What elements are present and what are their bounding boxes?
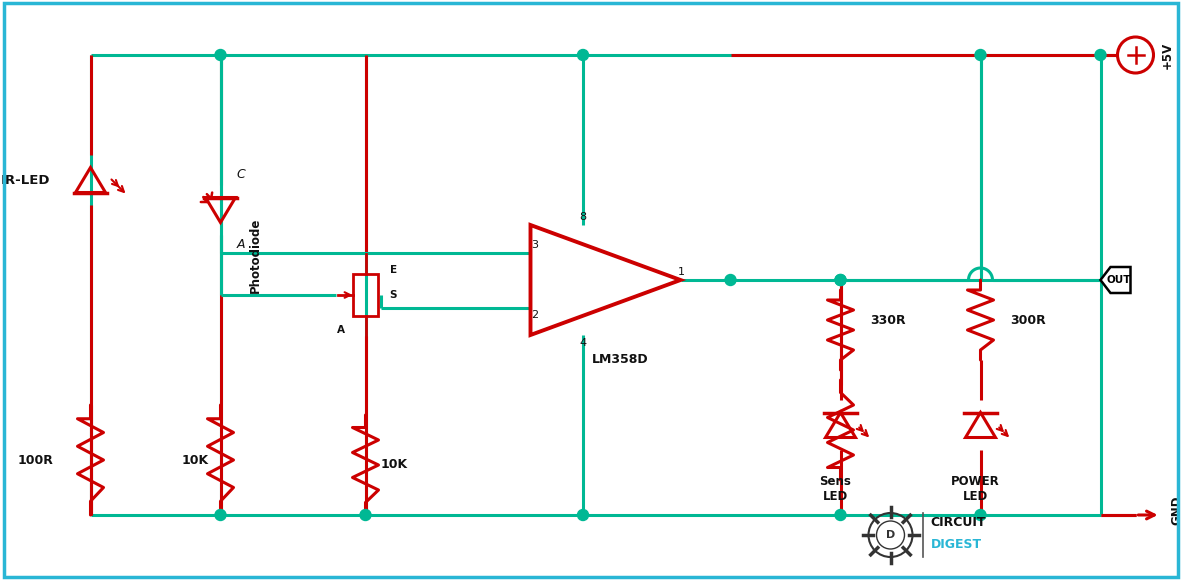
Text: A: A [236,238,244,252]
Text: D: D [886,530,895,540]
Text: GND: GND [1170,495,1181,525]
Text: IR-LED: IR-LED [1,173,51,187]
Polygon shape [1101,267,1130,293]
Text: A: A [337,325,345,335]
Text: 10K: 10K [380,459,407,472]
Circle shape [1095,49,1105,60]
Circle shape [835,509,846,520]
Circle shape [976,509,986,520]
Text: Sens
LED: Sens LED [820,475,852,503]
Text: E: E [390,265,397,275]
Text: DIGEST: DIGEST [931,538,981,552]
Text: 4: 4 [580,338,587,348]
Circle shape [725,274,736,285]
Text: 100R: 100R [18,454,53,466]
Text: 330R: 330R [870,314,906,327]
Circle shape [215,49,226,60]
Circle shape [578,509,588,520]
Circle shape [835,274,846,285]
Circle shape [578,49,588,60]
Text: LM358D: LM358D [592,353,648,366]
Circle shape [976,49,986,60]
Text: OUT: OUT [1107,275,1130,285]
Text: 2: 2 [531,310,539,321]
Text: 1: 1 [678,267,685,277]
Text: 300R: 300R [1011,314,1046,327]
Text: CIRCUIT: CIRCUIT [931,517,986,530]
Text: C: C [236,169,244,182]
Text: 10K: 10K [182,454,209,466]
Text: POWER
LED: POWER LED [951,475,1000,503]
Circle shape [215,509,226,520]
Circle shape [835,274,846,285]
Text: +5V: +5V [1161,41,1174,68]
Circle shape [360,509,371,520]
Text: Photodiode: Photodiode [249,218,262,293]
Text: 3: 3 [531,240,539,249]
Text: 8: 8 [580,212,587,222]
Text: S: S [390,290,397,300]
